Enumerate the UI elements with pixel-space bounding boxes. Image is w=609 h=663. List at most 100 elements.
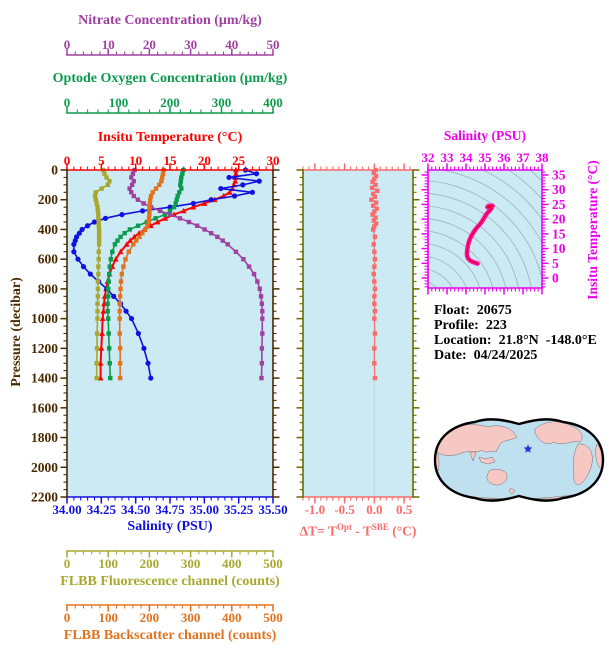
tick-label: 34 [460, 150, 474, 165]
map-landmasses [435, 421, 603, 500]
ts-temp-tick-label: 35 [552, 167, 566, 182]
tick-label: 20 [143, 37, 156, 52]
tick-label: 15 [164, 153, 178, 168]
tick-label: 38 [536, 150, 550, 165]
tick-label: 30 [267, 153, 280, 168]
pressure-tick-label: 1600 [31, 400, 58, 415]
tick-label: 200 [140, 610, 160, 625]
location-line: Location: 21.8°N -148.0°E [434, 333, 597, 348]
ts-salinity-top-axis: 32 33 34 35 36 37 38 [422, 150, 550, 171]
tick-label: 100 [98, 556, 118, 571]
tick-label: 300 [181, 610, 201, 625]
pressure-tick-label: 1200 [31, 341, 58, 356]
float-location-star [523, 444, 533, 453]
nitrate-axis: 0 10 20 30 40 50 [64, 37, 280, 56]
tick-label: 34.00 [52, 502, 81, 517]
ts-temp-tick-label: 30 [552, 182, 566, 197]
pressure-axis-left: 0 200 400 600 800 1000 1200 1400 1600 1800 2000 220… [31, 163, 68, 505]
ts-profile-curve [464, 203, 495, 266]
tick-label: 10 [129, 153, 142, 168]
ts-diagram [428, 170, 542, 288]
tick-label: -0.5 [334, 502, 355, 517]
pressure-axis-right [272, 169, 280, 498]
tick-label: 34.50 [121, 502, 150, 517]
pressure-tick-label: 200 [38, 192, 59, 207]
delta-title-sup-sbe: SBE [371, 522, 389, 532]
delta-t-plot [303, 167, 413, 497]
delta-t-left-spine [296, 169, 304, 498]
tick-label: 25 [232, 153, 246, 168]
ts-temp-tick-label: 20 [552, 212, 566, 227]
salinity-axis: 34.00 34.25 34.50 34.75 35.00 35.25 35.50 [52, 496, 288, 517]
fluorescence-axis: 0 100 200 300 400 500 [64, 550, 283, 571]
delta-title-part: (°C) [388, 523, 417, 539]
tick-label: 0 [64, 556, 71, 571]
tick-label: 36 [498, 150, 512, 165]
backscatter-axis-title: FLBB Backscatter channel (counts) [63, 628, 277, 643]
delta-t-axis-title: ΔT= TOpt - TSBE (°C) [288, 519, 428, 540]
location-value: 21.8°N -148.0°E [498, 333, 597, 348]
delta-t-right-spine [412, 169, 420, 498]
salinity-axis-title: Salinity (PSU) [127, 519, 213, 534]
tick-label: 100 [98, 610, 118, 625]
tick-label: 300 [181, 556, 201, 571]
tick-label: 50 [267, 37, 280, 52]
delta-t-series [369, 167, 380, 381]
pressure-tick-label: 1800 [31, 430, 58, 445]
map-landmass [486, 469, 508, 486]
pressure-tick-label: 0 [51, 163, 58, 178]
tick-label: 35.00 [190, 502, 219, 517]
tick-label: 34.75 [155, 502, 185, 517]
map-landmass [573, 443, 593, 485]
tick-label: 35.25 [224, 502, 254, 517]
ts-temp-tick-label: 0 [552, 271, 559, 286]
temperature-axis-title: Insitu Temperature (°C) [97, 130, 243, 145]
tick-label: 400 [222, 556, 242, 571]
tick-label: 34.25 [87, 502, 117, 517]
tick-label: 500 [263, 556, 283, 571]
pressure-tick-label: 1000 [31, 311, 58, 326]
ts-temp-tick-label: 15 [552, 226, 566, 241]
pressure-tick-label: 600 [38, 252, 59, 267]
map-landmass [469, 451, 477, 462]
delta-title-part: - T [351, 523, 372, 539]
delta-t-bottom-axis: -1.0 -0.5 0.0 0.5 [302, 496, 414, 517]
oxygen-axis: 0 100 200 300 400 [64, 95, 283, 114]
profile-number-line: Profile: 223 [434, 318, 597, 333]
float-id-value: 20675 [476, 303, 512, 318]
series-oxygen [105, 167, 186, 381]
ts-temp-tick-label: 25 [552, 197, 566, 212]
tick-label: 10 [102, 37, 115, 52]
tick-label: 0.0 [366, 502, 382, 517]
pressure-tick-label: 2000 [31, 460, 58, 475]
tick-label: 0 [64, 610, 71, 625]
tick-label: 32 [422, 150, 435, 165]
map-landmass [435, 446, 440, 472]
pressure-tick-label: 400 [38, 222, 59, 237]
tick-label: 300 [212, 95, 232, 110]
ts-temperature-axis-title: Insitu Temperature (°C) [585, 160, 600, 300]
float-id-label: Float: [434, 303, 470, 318]
tick-label: 30 [184, 37, 197, 52]
tick-label: 200 [140, 556, 160, 571]
delta-title-part: ΔT= T [299, 523, 337, 539]
ts-salinity-bottom-axis [427, 287, 543, 295]
ts-salinity-axis-title: Salinity (PSU) [443, 128, 527, 143]
series-fluorescence [92, 167, 112, 381]
tick-label: 0.5 [396, 502, 413, 517]
tick-label: 500 [263, 610, 283, 625]
date-value: 04/24/2025 [473, 348, 538, 363]
pressure-tick-label: 2200 [31, 490, 58, 505]
date-line: Date: 04/24/2025 [434, 348, 597, 363]
float-id-line: Float: 20675 [434, 303, 597, 318]
tick-label: 0 [64, 95, 71, 110]
location-label: Location: [434, 333, 492, 348]
float-metadata: Float: 20675 Profile: 223 Location: 21.8… [434, 303, 597, 363]
fluorescence-axis-title: FLBB Fluorescence channel (counts) [60, 574, 280, 589]
nitrate-axis-title: Nitrate Concentration (μm/kg) [78, 13, 262, 28]
map-landmass [478, 456, 496, 465]
main-profile-plot [67, 166, 273, 497]
